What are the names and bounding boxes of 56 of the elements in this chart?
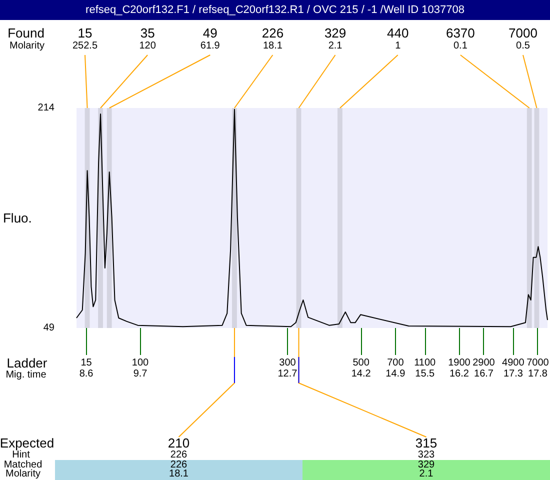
text: 100 [132, 358, 150, 368]
text: 7000 [526, 358, 550, 368]
annotation: 61.9 [200, 40, 220, 52]
band-label: 226 [262, 26, 284, 40]
annotation: 0.5 [516, 40, 530, 52]
band-label: 35 [140, 26, 155, 40]
x-tick-label: 17.8 [528, 368, 548, 380]
annotation: 18.1 [262, 40, 283, 52]
text: 2.1 [419, 468, 434, 480]
text: 1100 [414, 358, 436, 368]
text: 15 [80, 358, 92, 368]
band-label: 329 [324, 26, 346, 40]
text: 226 [170, 460, 188, 470]
y-tick-label: 214 [38, 102, 55, 114]
x-tick-label: 14.2 [351, 368, 372, 380]
text: Molarity [5, 468, 41, 480]
x-tick-label: 14.9 [386, 368, 406, 380]
annotation: 252.5 [72, 40, 98, 52]
band-label: 15 [78, 26, 92, 40]
text: 2900 [472, 358, 496, 368]
line-series [76, 108, 548, 328]
text: 500 [352, 358, 370, 368]
text: Matched [4, 460, 42, 470]
band-label: 440 [387, 26, 409, 40]
annotation: 120 [139, 40, 156, 52]
text: 1900 [448, 358, 471, 368]
text: Found [8, 26, 44, 40]
x-tick-label: 16.2 [449, 368, 470, 380]
text: 226 [170, 450, 188, 460]
text: Ladder [6, 356, 48, 370]
x-tick-label: 16.7 [474, 368, 494, 380]
x-tick-label: 9.7 [133, 368, 148, 380]
annotation: 1 [395, 40, 402, 52]
y-axis-title: Fluo. [2, 210, 32, 226]
text: 4900 [502, 358, 525, 368]
band-label: 7000 [508, 26, 538, 40]
text: 329 [418, 460, 436, 470]
annotation: 210 [168, 436, 190, 450]
text: Molarity [9, 40, 45, 52]
text: 18.1 [169, 468, 189, 480]
chart-title: refseq_C20orf132.F1 / refseq_C20orf132.R1 / OVC 215 / -1 /Well ID 1037708 [0, 0, 550, 20]
text: 323 [418, 450, 436, 460]
text: Mig. time [6, 370, 47, 380]
x-tick-label: 12.7 [278, 368, 298, 380]
annotation: 315 [415, 436, 438, 450]
annotation: 2.1 [328, 40, 343, 52]
text: Expected [0, 436, 54, 450]
annotation: 0.1 [453, 40, 468, 52]
x-tick-label: 17.3 [503, 368, 524, 380]
band-label: 49 [202, 26, 218, 40]
band-label: 6370 [446, 26, 475, 40]
x-tick-label: 8.6 [79, 368, 94, 380]
text: 300 [279, 358, 296, 368]
x-tick-label: 15.5 [415, 368, 436, 380]
text: Hint [12, 450, 30, 460]
text: 700 [387, 358, 404, 368]
